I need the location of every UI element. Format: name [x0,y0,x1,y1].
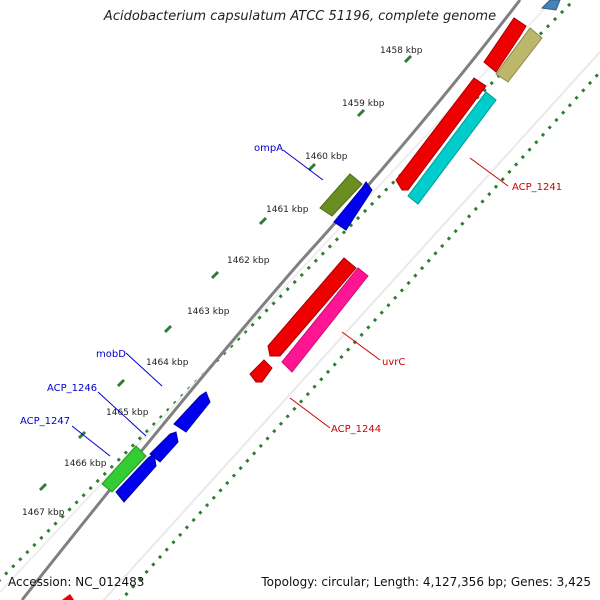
label-ACP_1247: ACP_1247 [20,416,70,427]
scale-label-1465: 1465 kbp [106,408,149,418]
gene-forward-3[interactable] [115,453,157,503]
scale-label-1458: 1458 kbp [380,46,423,56]
inner-tick-ring [119,70,600,600]
gene-reverse-bottom[interactable] [62,594,74,600]
scale-label-1467: 1467 kbp [22,508,65,518]
outer-major-ticks [38,54,413,492]
scale-labels: 1458 kbp 1459 kbp 1460 kbp 1461 kbp 1462… [22,46,423,518]
outer-tick-ring [0,0,574,582]
gene-steel[interactable] [540,0,561,11]
label-ACP_1241: ACP_1241 [512,182,562,193]
gene-cyan[interactable] [407,91,497,205]
gene-magenta[interactable] [281,267,369,373]
gene-labels: ompA mobD ACP_1246 ACP_1247 ACP_1241 uvr… [20,143,562,435]
gene-uvrC[interactable] [267,257,357,357]
label-leaders [71,149,509,457]
gene-ACP_1244[interactable] [249,359,273,383]
genome-title: Acidobacterium capsulatum ATCC 51196, co… [103,9,497,24]
inner-band [102,51,600,600]
reverse-genes [62,0,561,600]
label-ompA: ompA [254,143,283,154]
gene-ACP_1246[interactable] [149,431,179,463]
gene-reverse-top[interactable] [483,17,527,73]
gene-forward-2[interactable] [173,391,211,433]
scale-label-1461: 1461 kbp [266,205,309,215]
scale-label-1460: 1460 kbp [305,152,348,162]
gene-forward-1[interactable] [333,181,373,231]
scale-label-1463: 1463 kbp [187,307,230,317]
scale-label-1464: 1464 kbp [146,358,189,368]
gene-ACP_1241[interactable] [395,77,487,191]
gene-ompA[interactable] [319,173,363,217]
scale-label-1466: 1466 kbp [64,459,107,469]
gene-ACP_1247[interactable] [101,445,147,493]
backbone [20,0,522,600]
genome-summary-text: Topology: circular; Length: 4,127,356 bp… [261,575,591,589]
gene-khaki[interactable] [495,27,543,83]
label-ACP_1246: ACP_1246 [47,383,97,394]
accession-text: Accession: NC_012483 [8,575,145,589]
forward-genes [101,173,373,503]
label-mobD: mobD [96,349,126,360]
scale-label-1462: 1462 kbp [227,256,270,266]
scale-label-1459: 1459 kbp [342,99,385,109]
label-ACP_1244: ACP_1244 [331,424,381,435]
label-uvrC: uvrC [382,357,405,368]
